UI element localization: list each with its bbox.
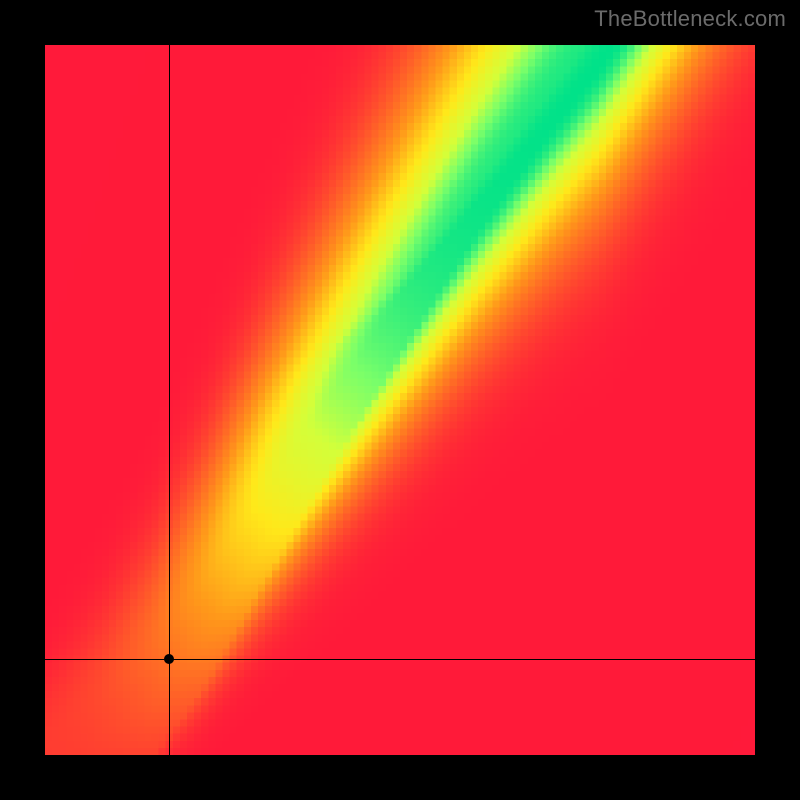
bottleneck-heatmap xyxy=(45,45,755,755)
crosshair-vertical xyxy=(169,45,170,755)
outer-frame: TheBottleneck.com xyxy=(0,0,800,800)
crosshair-horizontal xyxy=(45,659,755,660)
watermark-text: TheBottleneck.com xyxy=(594,6,786,32)
